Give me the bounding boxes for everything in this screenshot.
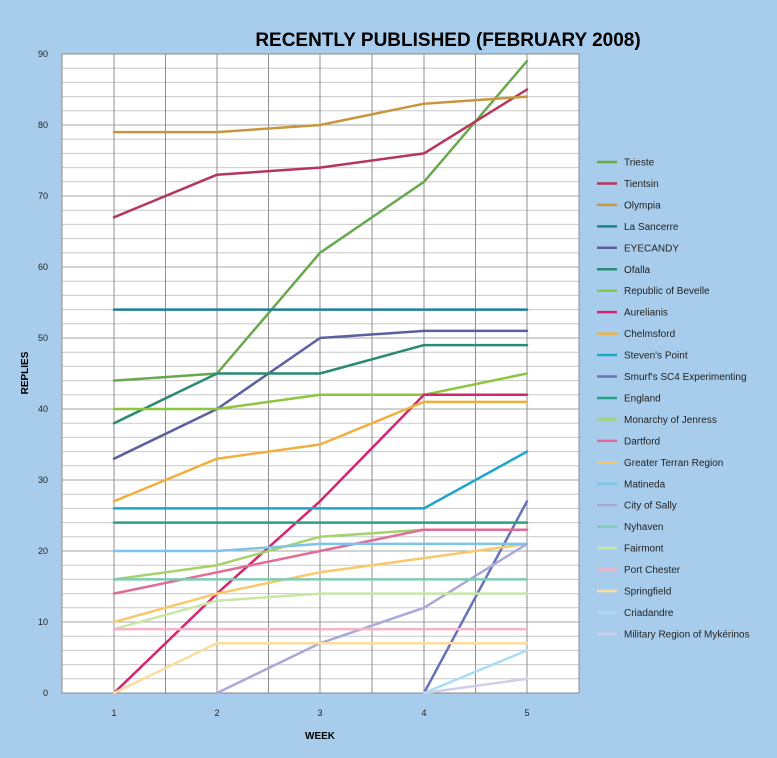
series-line: [112, 542, 529, 553]
series-line: [112, 393, 529, 695]
series-line: [112, 88, 529, 219]
legend-label: City of Sally: [624, 501, 677, 512]
series-line: [422, 677, 529, 695]
legend-label: Springfield: [624, 587, 671, 598]
legend-label: Steven's Point: [624, 351, 688, 362]
y-tick-label: 50: [38, 333, 48, 343]
series-line: [422, 500, 529, 695]
legend-label: Greater Terran Region: [624, 458, 723, 469]
legend-label: Dartford: [624, 436, 660, 447]
legend: Trieste Tientsin Olympia La Sancerre EYECAND…: [597, 158, 750, 640]
chart-title: RECENTLY PUBLISHED (FEBRUARY 2008): [255, 30, 640, 51]
series-line: [112, 372, 529, 411]
y-tick-label: 70: [38, 191, 48, 201]
legend-label: Trieste: [624, 158, 655, 169]
series-line: [112, 329, 529, 460]
series-line: [112, 450, 529, 510]
series-line: [215, 542, 529, 695]
legend-label: Fairmont: [624, 544, 664, 555]
series-line: [112, 542, 529, 624]
legend-label: Nyhaven: [624, 522, 663, 533]
series-line: [112, 59, 529, 382]
legend-label: Monarchy of Jenress: [624, 415, 717, 426]
x-tick-label: 3: [317, 708, 322, 718]
axes: 0 10 20 30 40 50 60 70 80 90 1 2 3 4 5: [38, 49, 530, 718]
series-line: [112, 400, 529, 503]
legend-label: Ofalla: [624, 265, 651, 276]
x-tick-label: 4: [421, 708, 426, 718]
series-line: [422, 649, 529, 695]
legend-label: EYECANDY: [624, 243, 679, 254]
x-tick-label: 2: [214, 708, 219, 718]
x-tick-label: 5: [524, 708, 529, 718]
series-line: [112, 95, 529, 134]
y-tick-label: 60: [38, 262, 48, 272]
legend-label: England: [624, 393, 661, 404]
y-tick-label: 30: [38, 475, 48, 485]
legend-label: Smurf's SC4 Experimenting: [624, 372, 747, 383]
y-tick-label: 80: [38, 120, 48, 130]
legend-label: Port Chester: [624, 565, 681, 576]
y-tick-label: 40: [38, 404, 48, 414]
series-line: [112, 642, 529, 695]
series-line: [112, 343, 529, 425]
legend-label: Tientsin: [624, 179, 659, 190]
legend-label: La Sancerre: [624, 222, 679, 233]
y-tick-label: 20: [38, 546, 48, 556]
x-axis-title: WEEK: [305, 731, 336, 742]
legend-label: Criadandre: [624, 608, 674, 619]
legend-label: Republic of Bevelle: [624, 286, 710, 297]
legend-label: Matineda: [624, 479, 666, 490]
y-tick-label: 0: [43, 688, 48, 698]
legend-label: Chelmsford: [624, 329, 675, 340]
y-tick-label: 90: [38, 49, 48, 59]
y-tick-label: 10: [38, 617, 48, 627]
legend-label: Military Region of Mykérinos: [624, 629, 750, 640]
series-lines: [112, 59, 529, 695]
legend-label: Olympia: [624, 200, 661, 211]
series-line: [112, 592, 529, 631]
x-tick-label: 1: [111, 708, 116, 718]
legend-label: Aurelianis: [624, 308, 668, 319]
y-axis-title: REPLIES: [20, 351, 31, 394]
